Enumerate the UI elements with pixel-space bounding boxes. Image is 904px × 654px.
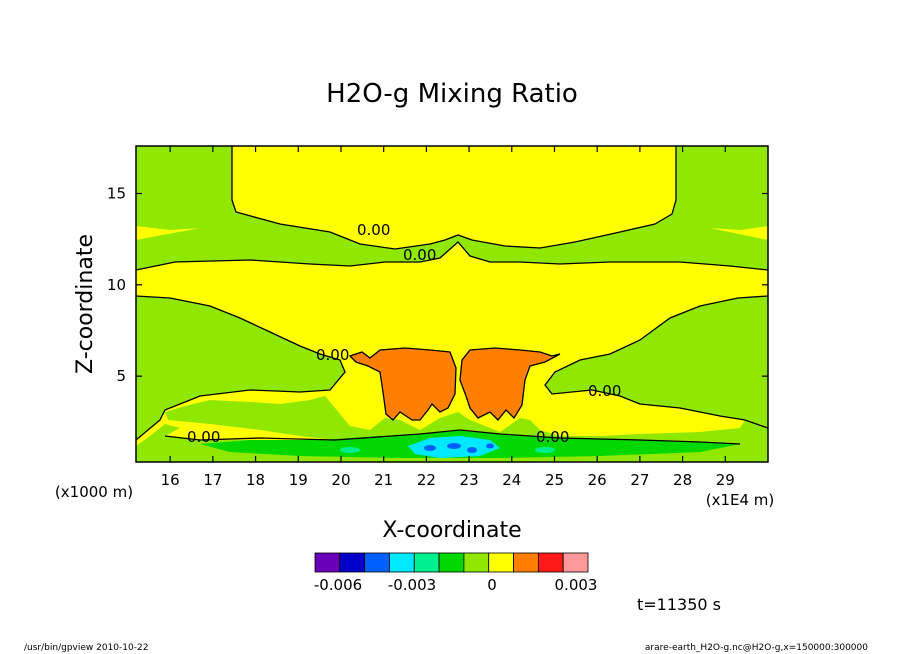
blue-cell-3 — [467, 447, 477, 453]
contour-line — [459, 347, 561, 421]
blue-cell-1 — [424, 445, 436, 451]
footer-left: /usr/bin/gpview 2010-10-22 — [24, 643, 148, 653]
chart-title: H2O-g Mixing Ratio — [326, 79, 578, 109]
x-tick-label: 22 — [417, 471, 436, 489]
orange-right-blob — [460, 348, 560, 420]
blue-cell-2 — [447, 443, 461, 449]
plot-frame — [135, 145, 769, 463]
contour-lines — [135, 146, 769, 445]
contour-label: 0.00 — [536, 428, 569, 446]
contour-label: 0.00 — [357, 221, 390, 239]
x-unit-label: (x1E4 m) — [706, 491, 775, 509]
footer-right: arare-earth_H2O-g.nc@H2O-g,x=150000:3000… — [645, 643, 868, 653]
colorbar-swatch — [339, 552, 366, 573]
y-axis-label: Z-coordinate — [73, 234, 98, 374]
yellow-upper-band — [232, 146, 676, 249]
contour-label: 0.00 — [588, 382, 621, 400]
colorbar-swatch — [314, 552, 341, 573]
colorbar: -0.006 -0.003 0 0.003 — [314, 552, 598, 594]
x-tick-label: 26 — [588, 471, 607, 489]
x-tick-label: 17 — [203, 471, 222, 489]
colorbar-swatch — [389, 552, 415, 573]
colorbar-tick-label: 0.003 — [555, 576, 598, 594]
x-tick-label: 19 — [289, 471, 308, 489]
time-label: t=11350 s — [637, 595, 721, 614]
contour-line — [348, 347, 457, 421]
colorbar-swatch — [438, 552, 465, 573]
contour-line — [135, 241, 769, 271]
yellow-main-region — [136, 242, 768, 446]
contour-label: 0.00 — [187, 428, 220, 446]
y-axis: 5 10 15 — [107, 184, 768, 385]
x-tick-label: 16 — [161, 471, 180, 489]
x-tick-label: 18 — [246, 471, 265, 489]
colorbar-tick-label: 0 — [487, 576, 497, 594]
blue-cell-4 — [486, 443, 494, 449]
colorbar-tick-label: -0.006 — [314, 576, 362, 594]
y-tick-label: 15 — [107, 184, 126, 202]
contour-value-labels: 0.00 0.00 0.00 0.00 0.00 0.00 — [187, 221, 621, 446]
x-tick-label: 25 — [545, 471, 564, 489]
y-tick-label: 10 — [107, 276, 126, 294]
x-tick-label: 21 — [374, 471, 393, 489]
x-tick-label: 28 — [673, 471, 692, 489]
colorbar-swatch — [488, 552, 514, 573]
y-unit-label: (x1000 m) — [55, 483, 133, 501]
teal-cell-right — [535, 447, 555, 453]
x-tick-label: 27 — [630, 471, 649, 489]
colorbar-swatch — [537, 552, 564, 573]
x-axis: 16 17 18 19 20 21 22 23 24 25 26 27 28 29 — [161, 146, 735, 489]
plot-area: 0.00 0.00 0.00 0.00 0.00 0.00 — [135, 145, 769, 463]
contour-line — [544, 295, 769, 429]
orange-left-blob — [350, 348, 456, 420]
colorbar-swatch — [562, 552, 589, 573]
x-tick-label: 20 — [331, 471, 350, 489]
x-tick-label: 29 — [716, 471, 735, 489]
x-axis-label: X-coordinate — [382, 518, 521, 543]
colorbar-swatch — [364, 552, 390, 573]
x-tick-label: 24 — [502, 471, 521, 489]
colorbar-swatch — [413, 552, 440, 573]
colorbar-swatch — [463, 552, 490, 573]
teal-cell-left — [340, 447, 360, 453]
contour-label: 0.00 — [316, 346, 349, 364]
colorbar-swatch — [513, 552, 539, 573]
y-tick-label: 5 — [116, 367, 126, 385]
contour-label: 0.00 — [403, 246, 436, 264]
contour-line — [164, 429, 741, 445]
contour-line — [231, 146, 677, 250]
contour-line — [135, 295, 346, 441]
x-tick-label: 23 — [460, 471, 479, 489]
colorbar-tick-label: -0.003 — [388, 576, 436, 594]
